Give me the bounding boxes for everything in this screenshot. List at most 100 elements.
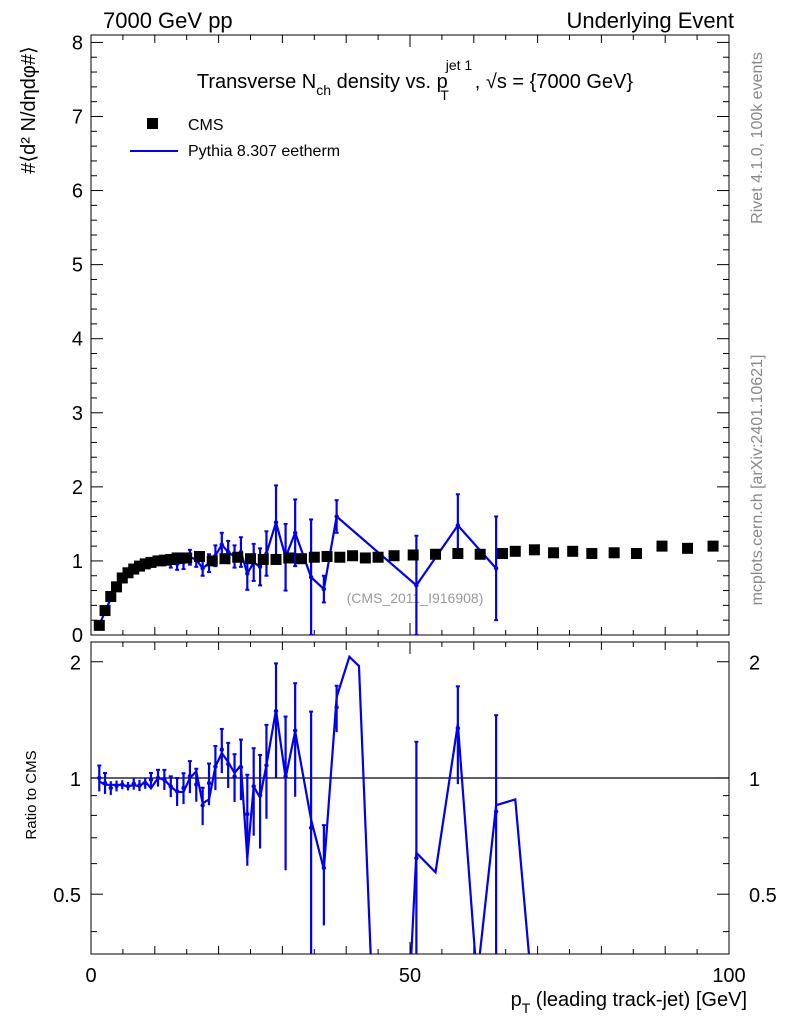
ratio-point: [283, 774, 288, 779]
mc-point: [414, 583, 419, 588]
mc-point: [225, 549, 231, 555]
main-ytick-label: 3: [72, 403, 83, 425]
ratio-ytick-label: 2: [70, 653, 81, 675]
cms-marker: [509, 545, 521, 557]
title-part3: , √s = {7000 GeV}: [475, 71, 634, 93]
rivet-label: Rivet 4.1.0, 100k events: [749, 52, 766, 224]
ratio-point: [219, 747, 224, 752]
cms-marker: [707, 540, 719, 552]
ratio-point: [114, 783, 119, 789]
ratio-point: [125, 783, 131, 789]
ratio-point: [321, 865, 327, 871]
cms-marker: [334, 551, 346, 563]
ratio-plot-area: [91, 654, 729, 954]
ratio-point: [155, 775, 161, 781]
ratio-point: [102, 780, 108, 786]
ratio-point: [225, 761, 231, 767]
cms-marker: [388, 550, 400, 562]
ratio-point: [292, 728, 298, 733]
ratio-point: [257, 793, 263, 798]
header-right: Underlying Event: [566, 8, 734, 33]
mc-point: [493, 566, 499, 571]
cms-marker: [111, 581, 123, 593]
cms-marker: [165, 553, 177, 565]
legend-cms-label: CMS: [188, 117, 224, 134]
main-ytick-label: 7: [72, 106, 83, 128]
cms-marker: [567, 545, 579, 557]
mc-point: [292, 530, 298, 535]
cms-marker: [193, 550, 205, 562]
ratio-xtick-label: 50: [399, 965, 421, 987]
cms-marker: [586, 548, 598, 560]
cms-marker: [257, 553, 269, 565]
cms-marker: [245, 553, 256, 565]
header-left: 7000 GeV pp: [103, 8, 233, 33]
title-sub2: T: [440, 87, 449, 103]
ratio-point: [187, 774, 193, 779]
title-part2: density vs. p: [331, 71, 448, 93]
ratio-point: [143, 781, 148, 786]
main-ytick-label: 5: [72, 255, 83, 277]
ratio-point: [493, 809, 499, 814]
ratio-ytick-label-right: 2: [749, 653, 760, 675]
ratio-point: [251, 784, 256, 789]
ratio-axis-ticks: 0.5 0.5 1 1 2 2 0 50 100: [53, 642, 777, 987]
cms-marker: [219, 553, 231, 565]
cms-marker: [308, 551, 320, 563]
ratio-point: [162, 777, 167, 782]
ratio-ytick-label-right: 0.5: [749, 885, 777, 907]
mc-line: [98, 514, 497, 626]
cms-marker: [206, 555, 218, 567]
ratio-ytick-label: 1: [70, 769, 81, 791]
main-plot-area: [93, 484, 719, 635]
cms-marker: [158, 554, 170, 566]
cms-marker: [171, 552, 183, 564]
main-frame: [90, 34, 730, 636]
ratio-point: [168, 784, 173, 789]
cms-marker: [608, 547, 620, 559]
cms-marker: [128, 563, 140, 575]
ratio-point: [200, 803, 205, 808]
cms-marker: [181, 552, 193, 564]
ratio-point: [137, 783, 142, 788]
cms-marker: [359, 552, 371, 564]
main-ytick-label: 2: [72, 477, 83, 499]
analysis-id: (CMS_2011_I916908): [347, 590, 484, 606]
ratio-point: [238, 764, 244, 770]
cms-marker: [630, 548, 642, 560]
ratio-point: [245, 811, 250, 817]
ratio-point: [194, 782, 199, 787]
ratio-point: [308, 825, 314, 831]
cms-marker: [296, 553, 308, 565]
cms-marker: [99, 605, 111, 617]
cms-marker: [430, 548, 442, 560]
cms-marker: [347, 550, 359, 562]
ratio-point: [232, 774, 237, 779]
ratio-ytick-label-right: 1: [749, 769, 760, 791]
ratio-point: [131, 781, 136, 786]
ratio-ylabel: Ratio to CMS: [23, 750, 40, 839]
ratio-point: [181, 785, 186, 791]
cms-marker: [270, 553, 282, 565]
ratio-xtick-label: 100: [712, 965, 745, 987]
legend-pythia-label: Pythia 8.307 eetherm: [188, 143, 340, 160]
cms-marker: [283, 552, 295, 564]
cms-marker: [321, 550, 333, 562]
cms-marker: [122, 567, 134, 579]
cms-marker: [497, 548, 509, 560]
cms-marker: [452, 548, 464, 560]
ratio-point: [148, 777, 154, 782]
ratio-point: [213, 764, 218, 769]
cms-marker: [116, 572, 128, 584]
cms-marker: [145, 556, 157, 568]
main-title: Transverse Nch density vs. pjet 1 T , √s =…: [197, 57, 633, 103]
mc-point: [200, 566, 205, 571]
cms-marker: [548, 547, 560, 559]
ratio-point: [334, 705, 339, 710]
mc-point: [334, 514, 339, 519]
legend-cms-marker: [147, 118, 158, 129]
ratio-point: [174, 789, 180, 794]
mc-point: [308, 575, 314, 580]
main-ytick-label: 6: [72, 181, 83, 203]
